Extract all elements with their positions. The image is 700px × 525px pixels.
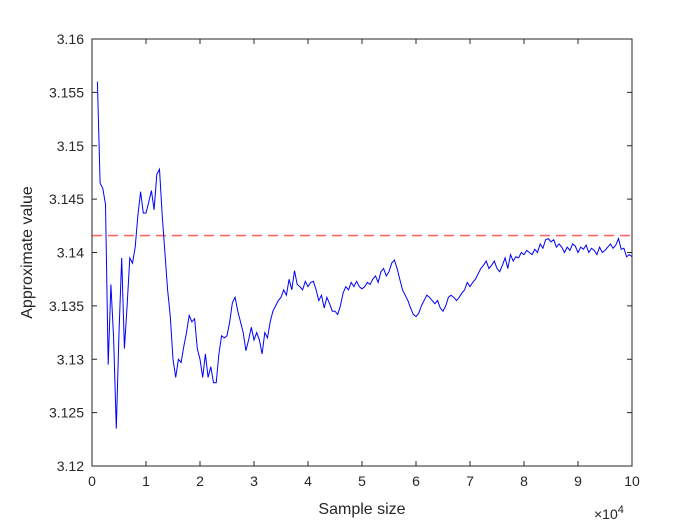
x-tick-label: 8	[520, 473, 528, 489]
x-tick-label: 6	[412, 473, 420, 489]
y-tick-label: 3.125	[49, 405, 84, 421]
x-axis-ticks: 0 1 2 3 4 5 6 7 8 9 10	[88, 39, 640, 489]
y-tick-label: 3.16	[57, 31, 84, 47]
x-axis-label: Sample size	[318, 501, 405, 518]
approximation-line	[96, 81, 633, 429]
x-tick-label: 3	[250, 473, 258, 489]
y-tick-label: 3.12	[57, 458, 84, 474]
x-tick-label: 7	[466, 473, 474, 489]
y-tick-label: 3.145	[49, 191, 84, 207]
x-tick-label: 4	[304, 473, 312, 489]
x-tick-label: 9	[574, 473, 582, 489]
plot-area	[92, 39, 632, 466]
x-axis-exponent-base: ×10	[594, 506, 618, 522]
x-tick-label: 1	[142, 473, 150, 489]
y-tick-label: 3.13	[57, 351, 84, 367]
x-tick-label: 2	[196, 473, 204, 489]
y-axis-label: Approximate value	[19, 186, 36, 319]
y-tick-label: 3.15	[57, 138, 84, 154]
y-axis-ticks: 3.12 3.125 3.13 3.135 3.14 3.145 3.15 3.155 3.16	[49, 31, 632, 474]
y-tick-label: 3.155	[49, 84, 84, 100]
series-layer	[96, 81, 633, 429]
y-tick-label: 3.14	[57, 245, 84, 261]
y-tick-label: 3.135	[49, 298, 84, 314]
x-tick-label: 5	[358, 473, 366, 489]
x-tick-label: 0	[88, 473, 96, 489]
x-axis-exponent-power: 4	[618, 504, 624, 516]
x-tick-label: 10	[624, 473, 640, 489]
x-axis-exponent: ×104	[594, 504, 624, 522]
